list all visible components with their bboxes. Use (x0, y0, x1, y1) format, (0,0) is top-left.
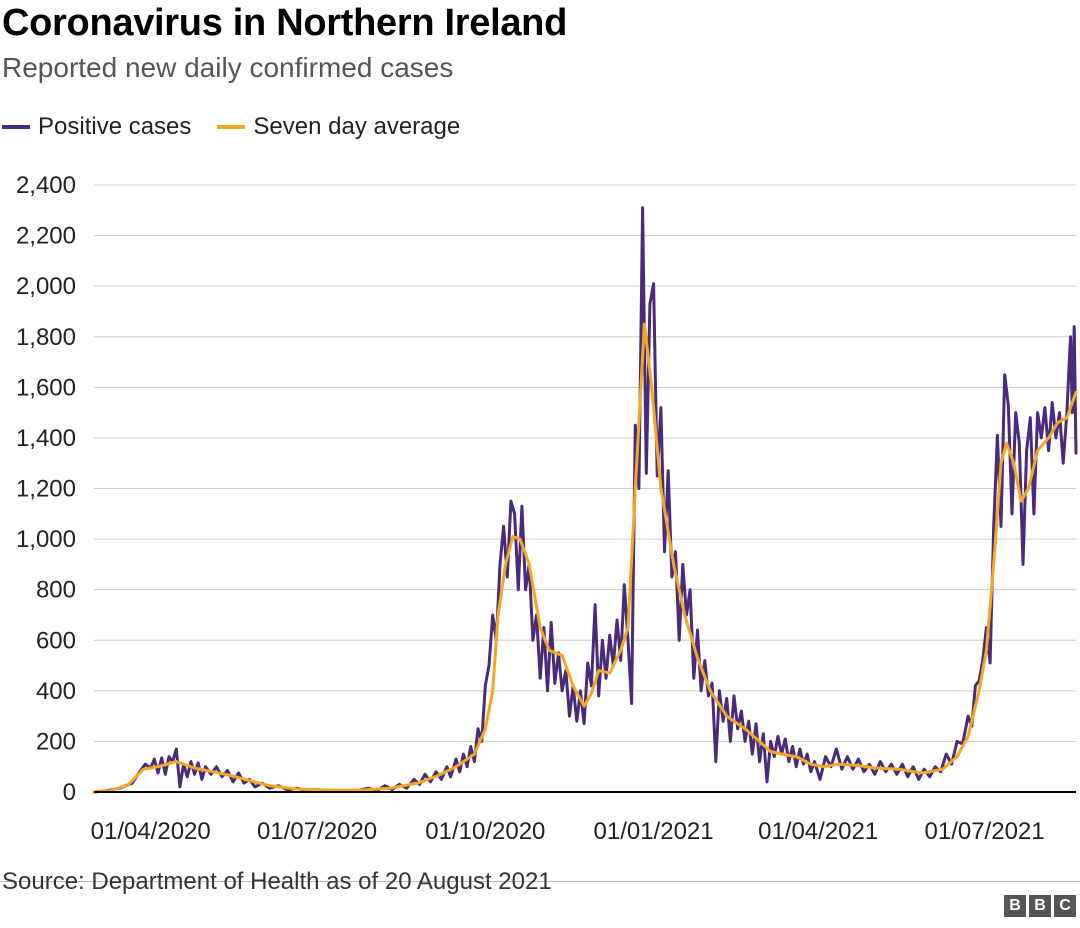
x-tick-label: 01/07/2020 (257, 818, 377, 845)
chart-subtitle: Reported new daily confirmed cases (2, 52, 454, 83)
legend-label-positive-cases: Positive cases (38, 113, 192, 140)
y-tick-label: 1,000 (16, 526, 76, 553)
y-tick-label: 2,200 (16, 223, 76, 250)
bbc-logo-letter: B (1004, 895, 1026, 917)
y-tick-label: 1,200 (16, 476, 76, 503)
x-tick-label: 01/04/2021 (758, 818, 878, 845)
x-tick-label: 01/01/2021 (594, 818, 714, 845)
y-tick-label: 1,400 (16, 425, 76, 452)
legend-item-positive-cases: Positive cases (2, 113, 191, 141)
legend-swatch-positive-cases (2, 125, 30, 129)
y-tick-label: 0 (63, 779, 76, 806)
footer-divider (0, 881, 1080, 882)
y-tick-label: 400 (36, 678, 76, 705)
y-tick-label: 2,400 (16, 172, 76, 199)
x-tick-label: 01/10/2020 (425, 818, 545, 845)
line-chart: 0 200 400 600 800 1,000 1,200 1,400 1,600 1,800 2,… (16, 172, 1078, 845)
x-tick-label: 01/07/2021 (925, 818, 1045, 845)
gridlines (94, 184, 1076, 742)
y-axis-tick-labels: 0 200 400 600 800 1,000 1,200 1,400 1,600 1,800 2,… (16, 172, 76, 806)
y-tick-label: 600 (36, 627, 76, 654)
legend-swatch-seven-day-average (217, 125, 246, 129)
chart-legend: Positive cases Seven day average (2, 113, 486, 141)
legend-item-seven-day-average: Seven day average (217, 113, 460, 141)
bbc-logo: B B C (1001, 895, 1076, 917)
y-tick-label: 1,600 (16, 374, 76, 401)
y-tick-label: 800 (36, 577, 76, 604)
series-lines (92, 206, 1078, 794)
y-tick-label: 200 (36, 728, 76, 755)
x-axis-tick-labels: 01/04/2020 01/07/2020 01/10/2020 01/01/2021… (91, 818, 1045, 845)
chart-title: Coronavirus in Northern Ireland (2, 2, 568, 44)
seven-day-average-line (92, 322, 1078, 794)
legend-label-seven-day-average: Seven day average (253, 113, 461, 140)
y-tick-label: 2,000 (16, 273, 76, 300)
bbc-logo-letter: B (1029, 895, 1051, 917)
bbc-logo-letter: C (1054, 895, 1076, 917)
x-tick-label: 01/04/2020 (91, 818, 211, 845)
source-note: Source: Department of Health as of 20 Au… (2, 868, 552, 895)
y-tick-label: 1,800 (16, 324, 76, 351)
